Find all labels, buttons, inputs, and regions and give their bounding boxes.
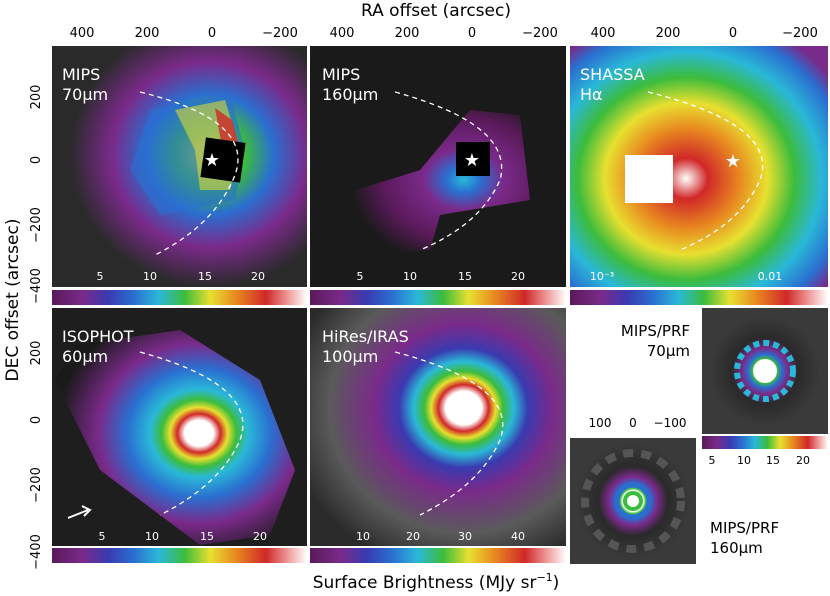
panel-label-line2: 100μm <box>322 347 378 366</box>
colorbar-tick: 10 <box>737 454 751 467</box>
surface-brightness-title: Surface Brightness (MJy sr−1) <box>313 571 560 593</box>
panel-label-line1: SHASSA <box>580 65 645 84</box>
panel-prf-160: MIPS/PRF 160μm <box>570 438 779 564</box>
colorbar <box>570 290 828 305</box>
dec-tick: −400 <box>29 534 44 570</box>
panel-label-line1: MIPS <box>322 65 360 84</box>
dec-ticks-lower: 200 0 −200 −400 <box>29 341 44 570</box>
dec-tick: 0 <box>29 416 44 424</box>
ra-tick: −200 <box>782 26 818 41</box>
colorbar-tick: 20 <box>253 530 267 543</box>
colorbar-tick: 10⁻³ <box>590 270 614 283</box>
ra-tick: 200 <box>656 26 681 41</box>
colorbar-tick: 15 <box>198 270 212 283</box>
panel-mips-70: ★ MIPS 70μm 5 10 15 20 <box>52 46 307 305</box>
star-icon: ★ <box>725 151 741 172</box>
small-tick: 0 <box>629 416 637 430</box>
colorbar-tick: 20 <box>406 530 420 543</box>
colorbar-tick: 10 <box>356 530 370 543</box>
ra-tick: 0 <box>468 26 476 41</box>
colorbar <box>310 548 566 563</box>
panel-shassa: ★ SHASSA Hα 10⁻³ 0.01 <box>570 46 828 305</box>
ra-ticks-top: 400 200 0 −200 400 200 0 −200 400 200 0 … <box>70 26 818 41</box>
colorbar-tick: 5 <box>97 270 104 283</box>
panel-prf-70: MIPS/PRF 70μm 5 10 15 20 <box>621 308 828 467</box>
star-icon: ★ <box>204 150 220 171</box>
panel-label-line1: ISOPHOT <box>62 327 134 346</box>
colorbar-tick: 0.01 <box>758 270 783 283</box>
dec-tick: 0 <box>29 156 44 164</box>
colorbar <box>52 548 307 563</box>
dec-tick: 200 <box>29 341 44 366</box>
prf-small-ticks: 100 0 −100 <box>589 416 687 430</box>
panel-label-line2: 160μm <box>322 85 378 104</box>
ra-axis-title: RA offset (arcsec) <box>361 1 511 21</box>
panel-label-line2: 60μm <box>62 347 108 366</box>
prf160-label-line2: 160μm <box>710 539 763 557</box>
ra-tick: 200 <box>135 26 160 41</box>
panel-mips-160: ★ MIPS 160μm 5 10 15 20 <box>310 46 566 305</box>
colorbar-tick: 5 <box>357 270 364 283</box>
dec-tick: 200 <box>29 85 44 110</box>
colorbar <box>310 290 566 305</box>
colorbar-tick: 10 <box>403 270 417 283</box>
small-tick: −100 <box>654 416 687 430</box>
ra-tick: 0 <box>729 26 737 41</box>
colorbar-tick: 5 <box>709 454 716 467</box>
panel-isophot: ISOPHOT 60μm 5 10 15 20 <box>52 308 307 563</box>
ra-tick: 400 <box>70 26 95 41</box>
colorbar-tick: 15 <box>200 530 214 543</box>
dec-tick: −200 <box>29 467 44 503</box>
colorbar-tick: 15 <box>458 270 472 283</box>
colorbar-tick: 5 <box>99 530 106 543</box>
colorbar-tick: 15 <box>766 454 780 467</box>
ra-tick: 400 <box>591 26 616 41</box>
colorbar-tick: 10 <box>143 270 157 283</box>
prf70-label-line2: 70μm <box>647 342 690 360</box>
panel-label-line2: Hα <box>580 85 603 104</box>
colorbar <box>702 436 828 449</box>
dec-tick: −400 <box>29 268 44 304</box>
panel-hires: HiRes/IRAS 100μm 10 20 30 40 <box>310 308 566 563</box>
prf70-label-line1: MIPS/PRF <box>621 322 690 340</box>
colorbar-tick: 20 <box>796 454 810 467</box>
panel-label-line2: 70μm <box>62 85 108 104</box>
ra-tick: −200 <box>262 26 298 41</box>
panel-label-line1: MIPS <box>62 65 100 84</box>
ra-tick: −200 <box>522 26 558 41</box>
colorbar-tick: 10 <box>145 530 159 543</box>
prf160-label-line1: MIPS/PRF <box>710 519 779 537</box>
ra-tick: 0 <box>208 26 216 41</box>
colorbar-tick: 20 <box>511 270 525 283</box>
arrow-icon <box>67 509 89 519</box>
small-tick: 100 <box>589 416 612 430</box>
ra-tick: 400 <box>330 26 355 41</box>
star-icon: ★ <box>464 150 480 171</box>
colorbar <box>52 290 307 305</box>
dec-axis-title: DEC offset (arcsec) <box>3 219 23 382</box>
colorbar-tick: 30 <box>458 530 472 543</box>
dec-ticks-upper: 200 0 −200 −400 <box>29 85 44 304</box>
dec-tick: −200 <box>29 207 44 243</box>
ra-tick: 200 <box>395 26 420 41</box>
panel-label-line1: HiRes/IRAS <box>322 327 409 346</box>
colorbar-tick: 20 <box>251 270 265 283</box>
colorbar-tick: 40 <box>511 530 525 543</box>
